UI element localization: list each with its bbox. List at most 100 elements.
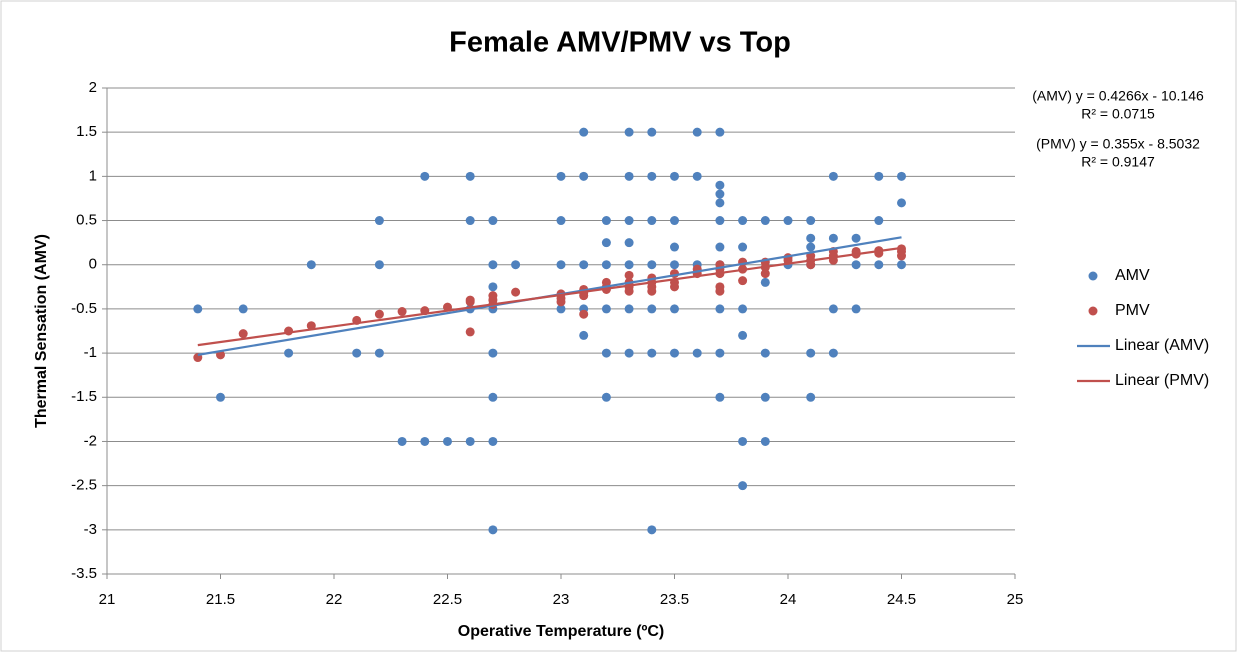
point [647,171,657,181]
point [670,171,679,181]
point [579,260,589,270]
point [579,127,589,137]
point [647,304,657,314]
point [284,326,294,336]
point [579,171,589,181]
point [715,198,725,208]
point [647,260,657,270]
point [420,436,430,446]
point [624,304,634,314]
point [374,216,384,226]
x-tick-label: 22.5 [433,591,462,608]
point [465,171,475,181]
point [760,277,770,287]
y-tick-label: 1 [89,167,97,184]
point [715,392,725,402]
point [715,189,725,199]
y-tick-label: -2.5 [71,477,97,494]
point [738,436,748,446]
y-tick-label: -1 [84,344,97,361]
point [897,198,906,208]
point [738,242,748,252]
point [670,260,679,270]
point [897,171,906,181]
point [828,233,838,243]
point [647,348,657,358]
point [488,216,498,226]
point [306,260,316,270]
point [556,297,566,307]
point [465,327,475,337]
point [465,436,475,446]
point [692,171,702,181]
point [624,348,634,358]
point [465,297,475,307]
point [783,216,793,226]
point [193,304,203,314]
point [715,242,725,252]
point [488,282,498,292]
point [420,171,430,181]
point [238,329,248,339]
point [374,348,384,358]
point [556,260,566,270]
point [828,304,838,314]
y-tick-label: 0 [89,256,97,273]
point [579,291,589,301]
point [692,348,702,358]
point [352,348,362,358]
point [760,269,770,279]
annotation: R² = 0.9147 [1081,154,1155,170]
point [556,216,566,226]
x-axis-label: Operative Temperature (ºC) [458,623,665,640]
x-tick-label: 24 [780,591,797,608]
point [715,180,725,190]
legend-label: Linear (PMV) [1115,372,1209,389]
point [715,216,725,226]
point [738,276,748,286]
point [647,127,657,137]
x-tick-label: 22 [326,591,343,608]
point [488,436,498,446]
point [397,307,407,317]
point [647,286,657,296]
y-tick-label: 1.5 [76,123,97,140]
point [851,260,861,270]
point [374,260,384,270]
point [738,304,748,314]
point [579,309,589,319]
point [851,304,861,314]
point [806,392,816,402]
point [556,304,566,314]
point [488,392,498,402]
point [647,216,657,226]
point [806,233,816,243]
point [760,216,770,226]
point [874,260,884,270]
point [601,238,611,248]
point [624,216,634,226]
point [715,348,725,358]
annotation: (PMV) y = 0.355x - 8.5032 [1036,136,1200,152]
point [874,171,884,181]
point [601,260,611,270]
point [511,260,521,270]
point [601,304,611,314]
point [806,242,816,252]
point [306,321,316,331]
point [760,348,770,358]
point [692,127,702,137]
x-tick-label: 21 [99,591,116,608]
annotation: R² = 0.0715 [1081,106,1155,122]
point [715,286,725,296]
point [760,436,770,446]
point [715,127,725,137]
point [601,392,611,402]
point [465,216,475,226]
point [828,348,838,358]
y-tick-label: -3 [84,521,97,538]
point [216,350,225,360]
point [806,348,816,358]
